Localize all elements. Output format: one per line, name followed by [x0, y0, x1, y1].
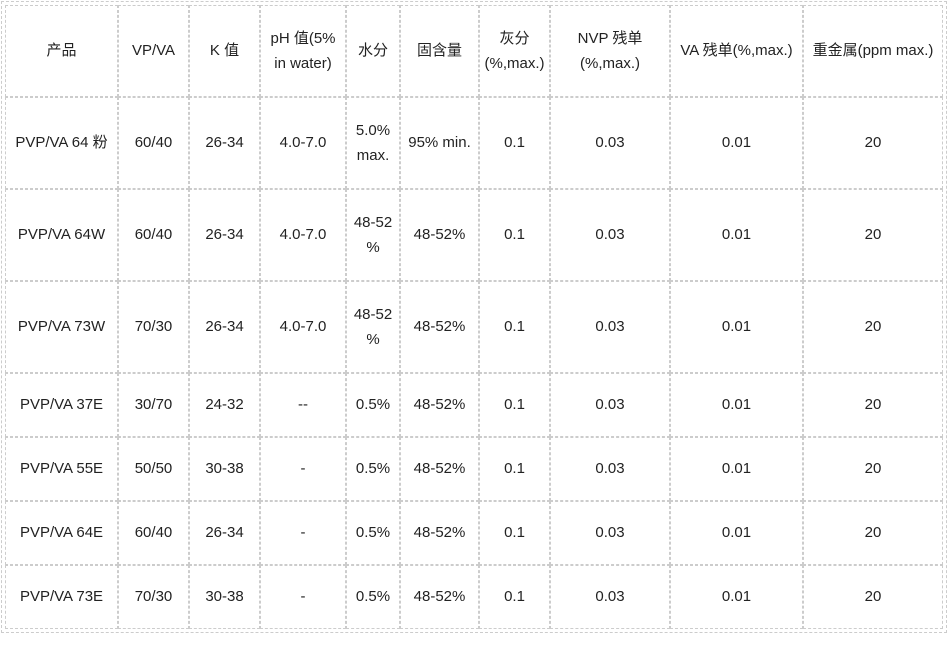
table-cell: 30/70 [118, 373, 189, 437]
column-header: K 值 [189, 5, 260, 97]
table-cell: 48-52% [400, 437, 479, 501]
column-header: 水分 [346, 5, 400, 97]
table-cell: 20 [803, 437, 943, 501]
table-row: PVP/VA 73W 70/30 26-34 4.0-7.0 48-52 % 48-52%… [5, 281, 943, 373]
table-row: PVP/VA 55E 50/50 30-38-0.5% 48-52% 0.1 0.03 0.… [5, 437, 943, 501]
table-cell: 0.1 [479, 437, 550, 501]
column-header: pH 值(5% in water) [260, 5, 346, 97]
table-cell: 30-38 [189, 437, 260, 501]
table-row: PVP/VA 37E 30/70 24-32 -- 0.5% 48-52% 0.1 0.03 0… [5, 373, 943, 437]
table-cell: 4.0-7.0 [260, 189, 346, 281]
table-cell: PVP/VA 37E [5, 373, 118, 437]
table-cell: 48-52% [400, 565, 479, 629]
table-cell: 0.03 [550, 565, 670, 629]
table-cell: 0.01 [670, 281, 803, 373]
table-cell: 26-34 [189, 97, 260, 189]
table-row: PVP/VA 73E 70/30 30-38-0.5% 48-52% 0.1 0.03 0.… [5, 565, 943, 629]
table-cell: 20 [803, 189, 943, 281]
table-cell: 70/30 [118, 281, 189, 373]
table-cell: 20 [803, 97, 943, 189]
column-header: VA 残单(%,max.) [670, 5, 803, 97]
column-header: 固含量 [400, 5, 479, 97]
table-cell: 50/50 [118, 437, 189, 501]
table-cell: 60/40 [118, 501, 189, 565]
table-cell: 70/30 [118, 565, 189, 629]
table-cell: PVP/VA 73W [5, 281, 118, 373]
table-cell: PVP/VA 64E [5, 501, 118, 565]
table-cell: 48-52 % [346, 189, 400, 281]
table-cell: 0.5% [346, 437, 400, 501]
table-cell: 0.03 [550, 281, 670, 373]
table-cell: 0.01 [670, 189, 803, 281]
table-cell: - [260, 437, 346, 501]
table-cell: 0.03 [550, 189, 670, 281]
table-cell: 0.01 [670, 373, 803, 437]
table-cell: 30-38 [189, 565, 260, 629]
table-cell: 0.01 [670, 97, 803, 189]
table-cell: 48-52% [400, 501, 479, 565]
table-cell: 4.0-7.0 [260, 281, 346, 373]
table-cell: 0.1 [479, 281, 550, 373]
table-cell: 0.03 [550, 501, 670, 565]
table-cell: 24-32 [189, 373, 260, 437]
table-row: PVP/VA 64E 60/40 26-34-0.5% 48-52% 0.1 0.03 0.… [5, 501, 943, 565]
table-row: PVP/VA 64W 60/40 26-34 4.0-7.0 48-52 % 48-52%… [5, 189, 943, 281]
table-cell: 48-52% [400, 281, 479, 373]
table-cell: 0.1 [479, 565, 550, 629]
table-cell: 5.0% max. [346, 97, 400, 189]
table-row: PVP/VA 64 粉 60/40 26-34 4.0-7.0 5.0% max. 95%… [5, 97, 943, 189]
table-cell: 60/40 [118, 189, 189, 281]
table-cell: 0.01 [670, 437, 803, 501]
table-cell: 26-34 [189, 281, 260, 373]
table-cell: 4.0-7.0 [260, 97, 346, 189]
table-cell: 0.03 [550, 373, 670, 437]
table-cell: 0.1 [479, 97, 550, 189]
table-cell: 0.01 [670, 565, 803, 629]
column-header: NVP 残单 (%,max.) [550, 5, 670, 97]
table-cell: 20 [803, 373, 943, 437]
table-cell: 0.1 [479, 501, 550, 565]
table-cell: 26-34 [189, 501, 260, 565]
table-cell: - [260, 565, 346, 629]
table-cell: 48-52% [400, 373, 479, 437]
table-cell: PVP/VA 64 粉 [5, 97, 118, 189]
table-cell: 48-52 % [346, 281, 400, 373]
column-header: 灰分 (%,max.) [479, 5, 550, 97]
table-cell: 95% min. [400, 97, 479, 189]
table-cell: 20 [803, 501, 943, 565]
table-cell: 0.5% [346, 501, 400, 565]
table-cell: 26-34 [189, 189, 260, 281]
table-cell: 0.01 [670, 501, 803, 565]
table-cell: PVP/VA 64W [5, 189, 118, 281]
table-body: PVP/VA 64 粉 60/40 26-34 4.0-7.0 5.0% max. 95%… [5, 97, 943, 629]
table-cell: - [260, 501, 346, 565]
header-row: 产品 VP/VA K 值 pH 值(5% in water) 水分 固含量 灰分 (%,ma… [5, 5, 943, 97]
table-cell: PVP/VA 73E [5, 565, 118, 629]
table-cell: 0.1 [479, 373, 550, 437]
table-cell: 0.03 [550, 97, 670, 189]
column-header: VP/VA [118, 5, 189, 97]
table-cell: 48-52% [400, 189, 479, 281]
table-cell: 0.03 [550, 437, 670, 501]
table-cell: 0.5% [346, 373, 400, 437]
table-cell: 20 [803, 565, 943, 629]
table-cell: 60/40 [118, 97, 189, 189]
table-cell: 20 [803, 281, 943, 373]
column-header: 产品 [5, 5, 118, 97]
product-spec-table: 产品 VP/VA K 值 pH 值(5% in water) 水分 固含量 灰分 (%,ma… [1, 1, 947, 633]
table-cell: 0.1 [479, 189, 550, 281]
column-header: 重金属(ppm max.) [803, 5, 943, 97]
table-cell: 0.5% [346, 565, 400, 629]
table-cell: -- [260, 373, 346, 437]
table-cell: PVP/VA 55E [5, 437, 118, 501]
